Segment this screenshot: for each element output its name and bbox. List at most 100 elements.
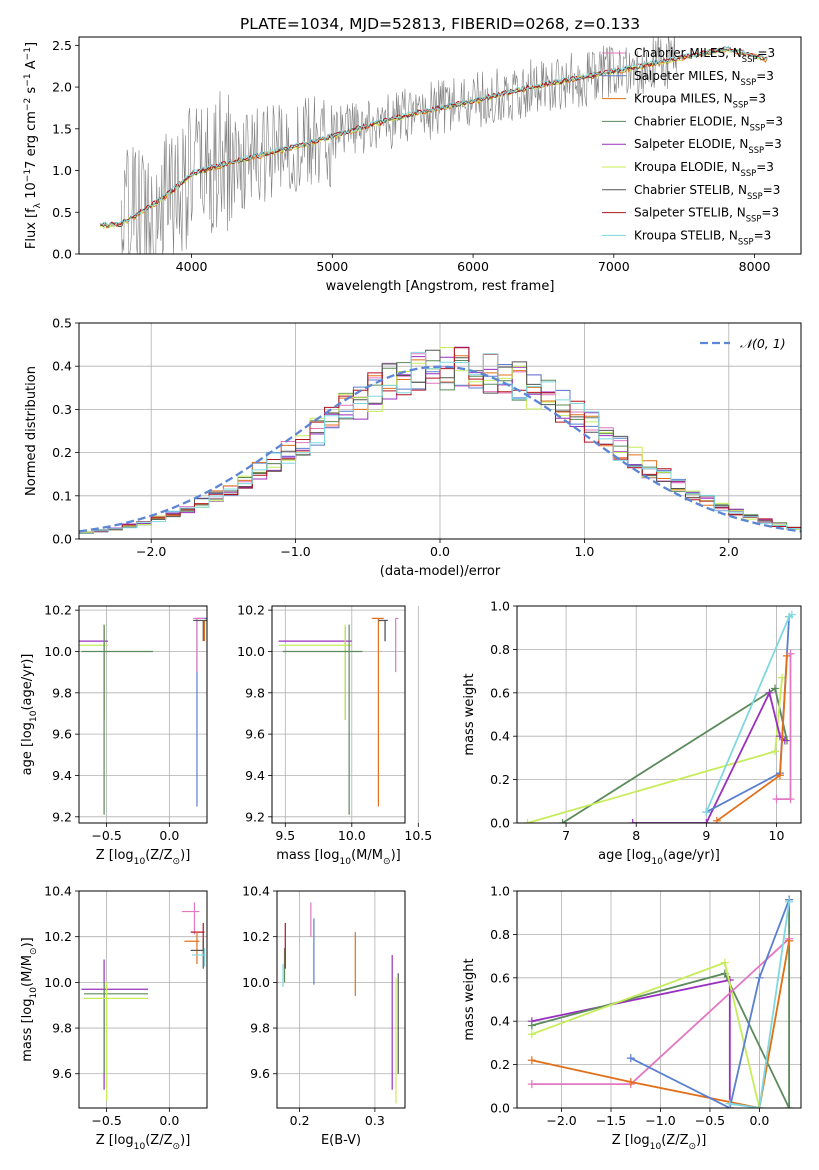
y-tick-label: 0.5 [52, 316, 72, 331]
y-axis-label: Normed distribution [24, 366, 39, 496]
ticks: 0.2 0.3 9.6 9.8 10.0 10.2 10.4 [242, 884, 385, 1129]
plot-area [282, 902, 399, 1104]
figure-title: PLATE=1034, MJD=52813, FIBERID=0268, z=0… [240, 15, 640, 33]
x-tick-label: −0.5 [91, 828, 121, 843]
text-span: =3 [748, 92, 766, 106]
text-span: log [114, 848, 134, 863]
text-span: Kroupa STELIB, N [634, 228, 738, 242]
legend-label: Chabrier STELIB, NSSP=3 [634, 183, 780, 201]
y-tick-label: 0.2 [52, 445, 72, 460]
text-span: 10 [29, 987, 39, 999]
mass-weight-marker [786, 649, 795, 658]
mass-weight-marker [785, 936, 794, 945]
y-tick-label: 0.2 [490, 1057, 510, 1072]
text-span: Normed distribution [24, 366, 39, 496]
text-span: Chabrier STELIB, N [634, 183, 747, 197]
y-tick-label: 0.4 [490, 729, 510, 744]
x-tick-label: 2.0 [719, 544, 739, 559]
error-bar-point [184, 932, 200, 965]
mass-weight-marker [527, 1056, 536, 1065]
text-span: mass weight [462, 673, 477, 755]
ticks: −2.0 −1.5 −1.0 −0.5 0.0 0.0 0.2 0.4 0.6 0.8 1.0 [490, 884, 769, 1129]
text-span: (data-model)/error [380, 564, 501, 579]
y-tick-label: 9.2 [52, 809, 72, 824]
text-span: )] [180, 848, 190, 863]
text-span: 7 erg cm [24, 111, 39, 169]
legend-label: Salpeter MILES, NSSP=3 [634, 69, 774, 87]
text-span: Z [ [612, 1133, 630, 1148]
x-tick-label: 0.2 [290, 1113, 310, 1128]
axes-frame [271, 605, 406, 824]
mass-weight-series [702, 610, 796, 817]
x-tick-label: 7000 [598, 259, 630, 274]
y-tick-label: 0.0 [490, 1101, 510, 1116]
residual-legend: 𝒩(0, 1) [700, 336, 786, 351]
text-span: (Z/ [661, 1133, 680, 1148]
error-bar-point [79, 624, 108, 722]
axes-frame [516, 605, 802, 824]
x-tick-label: 0.3 [365, 1113, 385, 1128]
text-span: ⊙ [29, 947, 39, 955]
x-axis-label: wavelength [Angstrom, rest frame] [326, 279, 555, 294]
text-span: s [24, 87, 39, 98]
ticks: 9.5 10.0 10.5 9.2 9.4 9.6 9.8 10.0 10.2 [237, 603, 432, 843]
y-tick-label: 9.2 [245, 809, 265, 824]
error-bar-point [84, 982, 149, 1102]
y-tick-label: 9.4 [52, 768, 72, 783]
text-span: SSP [741, 168, 757, 178]
x-axis-label: Z [log10(Z/Z⊙)] [612, 1133, 707, 1152]
y-tick-label: 10.2 [44, 603, 72, 618]
text-span: log [114, 1133, 134, 1148]
x-tick-label: 8000 [739, 259, 771, 274]
mass-weight-series [523, 673, 787, 823]
text-span: 10 [134, 857, 146, 867]
y-tick-label: 10.0 [44, 975, 72, 990]
ticks: −0.5 0.0 9.2 9.4 9.6 9.8 10.0 10.2 [44, 603, 179, 843]
mass-weight-series [772, 649, 795, 804]
panel-spectrum: 4000 5000 6000 7000 8000 0.0 0.5 1.0 1.5 2.0 2.5 wa… [23, 36, 802, 294]
text-span: Z [164, 848, 173, 863]
text-span: log [630, 1133, 650, 1148]
y-tick-label: 2.5 [52, 38, 72, 53]
y-axis-label: mass [log10(M/M⊙)] [20, 937, 39, 1061]
plot-area [79, 346, 801, 534]
y-tick-label: 9.8 [52, 685, 72, 700]
y-tick-label: 9.8 [245, 685, 265, 700]
legend-label: Chabrier MILES, NSSP=3 [634, 46, 775, 64]
x-axis-label: Z [log10(Z/Z⊙)] [96, 1133, 191, 1152]
axes-frame [516, 890, 802, 1109]
x-tick-label: 10.5 [404, 828, 432, 843]
y-axis-label: mass weight [462, 958, 477, 1040]
error-bar-point [84, 982, 149, 1074]
text-span: Z [ [96, 848, 114, 863]
text-span: Chabrier ELODIE, N [634, 114, 750, 128]
x-tick-label: −1.5 [596, 1113, 626, 1128]
plot-area [523, 610, 796, 823]
mass-weight-marker [527, 1080, 536, 1089]
gaussian-curve [79, 365, 801, 533]
text-span: mass weight [462, 958, 477, 1040]
mass-weight-marker [720, 958, 729, 967]
mass-weight-marker [771, 684, 780, 693]
axes-frame [78, 605, 208, 824]
text-span: (M/ [351, 848, 372, 863]
axes-frame [78, 322, 802, 540]
text-span: Kroupa ELODIE, N [634, 160, 741, 174]
y-tick-label: 0.2 [490, 772, 510, 787]
legend-label: Kroupa STELIB, NSSP=3 [634, 228, 771, 246]
y-tick-label: 10.0 [44, 644, 72, 659]
mass-weight-line [531, 940, 790, 1108]
text-span: M [20, 955, 35, 966]
mass-weight-marker [712, 816, 721, 823]
ticks: 4000 5000 6000 7000 8000 0.0 0.5 1.0 1.5 2.0 2.5 [52, 38, 770, 274]
x-axis-label: mass [log10(M/M⊙)] [276, 848, 400, 867]
x-tick-label: 10 [769, 828, 785, 843]
text-span: )] [696, 1133, 706, 1148]
mass-weight-marker [725, 1099, 734, 1108]
x-tick-label: 8 [632, 828, 640, 843]
y-axis-label: mass weight [462, 673, 477, 755]
error-bar-point [81, 624, 154, 815]
error-bar-point [193, 617, 205, 673]
y-tick-label: 9.4 [245, 768, 265, 783]
error-bar-point [79, 626, 108, 720]
